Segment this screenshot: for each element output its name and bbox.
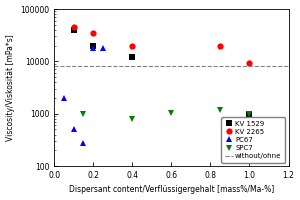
KV 1529 (130, 56, 134, 58)
PC67 (101, 47, 105, 49)
KV 2265 (218, 44, 222, 47)
KV 2265 (92, 32, 95, 34)
X-axis label: Dispersant content/Verflüssigergehalt [mass%/Ma-%]: Dispersant content/Verflüssigergehalt [m… (69, 185, 274, 194)
KV 1529 (248, 113, 251, 115)
Line: PC67: PC67 (61, 45, 106, 146)
PC67 (72, 128, 75, 131)
KV 1529 (72, 29, 75, 31)
Line: KV 1529: KV 1529 (70, 27, 253, 117)
Y-axis label: Viscosity/Viskosität [mPa*s]: Viscosity/Viskosität [mPa*s] (6, 34, 15, 141)
Legend: KV 1529, KV 2265, PC67, SPC7, without/ohne: KV 1529, KV 2265, PC67, SPC7, without/oh… (221, 117, 285, 163)
KV 1529 (92, 44, 95, 47)
SPC7 (169, 111, 173, 114)
SPC7 (248, 113, 251, 115)
PC67 (62, 97, 66, 99)
PC67 (92, 47, 95, 49)
SPC7 (218, 108, 222, 111)
SPC7 (130, 118, 134, 120)
Line: SPC7: SPC7 (80, 106, 253, 122)
KV 2265 (72, 26, 75, 28)
KV 2265 (248, 61, 251, 64)
SPC7 (82, 113, 85, 115)
Line: KV 2265: KV 2265 (70, 24, 253, 66)
KV 2265 (130, 44, 134, 47)
PC67 (82, 141, 85, 144)
